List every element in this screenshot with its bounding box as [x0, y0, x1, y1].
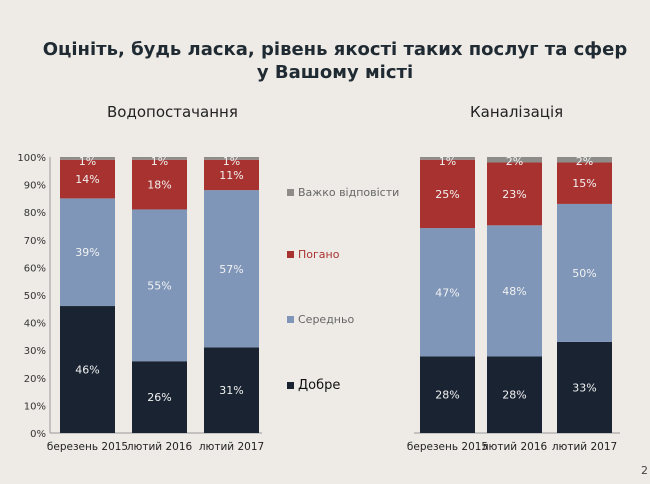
legend-label: Середньо	[298, 313, 354, 326]
x-tick-label: лютий 2016	[127, 441, 193, 453]
y-tick-label: 100%	[17, 153, 46, 164]
chart-title-sewage: Каналізація	[470, 103, 564, 121]
data-label: 46%	[75, 364, 99, 377]
y-tick-label: 10%	[24, 401, 46, 412]
bar-segment	[487, 157, 542, 163]
bar-segment	[204, 190, 259, 348]
bar-segment	[132, 361, 187, 433]
data-label: 25%	[435, 188, 459, 201]
bar-segment	[557, 341, 612, 433]
legend-label: Добре	[298, 378, 340, 393]
bar-segment	[487, 356, 542, 433]
data-label: 15%	[572, 177, 596, 190]
data-label: 11%	[219, 169, 243, 182]
x-tick-label: лютий 2017	[552, 441, 617, 453]
y-tick-label: 0%	[30, 429, 46, 440]
bar-segment	[420, 356, 475, 433]
data-label: 31%	[219, 384, 243, 397]
bar-segment	[204, 159, 259, 191]
bar-segment	[487, 162, 542, 226]
slide-title: Оцініть, будь ласка, рівень якості таких…	[42, 39, 628, 83]
y-tick-label: 40%	[24, 319, 46, 330]
legend-swatch	[287, 382, 294, 389]
bar-segment	[60, 159, 115, 199]
data-label: 33%	[572, 381, 596, 394]
bar-segment	[557, 203, 612, 342]
bar-segment	[557, 162, 612, 204]
bar-segment	[60, 198, 115, 307]
legend-swatch	[287, 251, 294, 258]
legend-swatch	[287, 189, 294, 196]
data-label: 1%	[79, 155, 96, 168]
data-label: 26%	[147, 391, 171, 404]
bar-segment	[132, 209, 187, 362]
data-label: 28%	[502, 389, 526, 402]
data-label: 28%	[435, 389, 459, 402]
bar-segment	[60, 157, 115, 160]
bar-segment	[487, 225, 542, 357]
x-tick-label: березень 2015	[47, 441, 128, 453]
legend-label: Погано	[298, 248, 340, 261]
bar-segment	[132, 157, 187, 160]
page-number: 2	[641, 464, 648, 477]
data-label: 1%	[223, 155, 240, 168]
chart-title-water: Водопостачання	[107, 103, 238, 121]
data-label: 39%	[75, 246, 99, 259]
data-label: 47%	[435, 286, 459, 299]
bar-segment	[420, 159, 475, 229]
bar-segment	[204, 347, 259, 433]
data-label: 55%	[147, 279, 171, 292]
data-label: 23%	[502, 188, 526, 201]
data-label: 1%	[439, 155, 456, 168]
legend-swatch	[287, 316, 294, 323]
y-tick-label: 20%	[24, 374, 46, 385]
data-label: 50%	[572, 267, 596, 280]
bar-segment	[132, 159, 187, 210]
data-label: 1%	[151, 155, 168, 168]
data-label: 2%	[506, 155, 523, 168]
bar-segment	[557, 157, 612, 163]
y-tick-label: 60%	[24, 263, 46, 274]
data-label: 48%	[502, 285, 526, 298]
legend-label: Важко відповісти	[298, 186, 399, 199]
y-tick-label: 50%	[24, 291, 46, 302]
y-tick-label: 90%	[24, 181, 46, 192]
x-tick-label: лютий 2017	[199, 441, 264, 453]
x-tick-label: лютий 2016	[482, 441, 548, 453]
y-tick-label: 80%	[24, 208, 46, 219]
data-label: 14%	[75, 173, 99, 186]
y-tick-label: 70%	[24, 236, 46, 247]
bar-segment	[420, 157, 475, 160]
bar-segment	[60, 306, 115, 433]
x-tick-label: березень 2015	[407, 441, 488, 453]
bar-segment	[420, 228, 475, 357]
data-label: 18%	[147, 179, 171, 192]
y-tick-label: 30%	[24, 346, 46, 357]
data-label: 57%	[219, 263, 243, 276]
bar-segment	[204, 157, 259, 160]
data-label: 2%	[576, 155, 593, 168]
